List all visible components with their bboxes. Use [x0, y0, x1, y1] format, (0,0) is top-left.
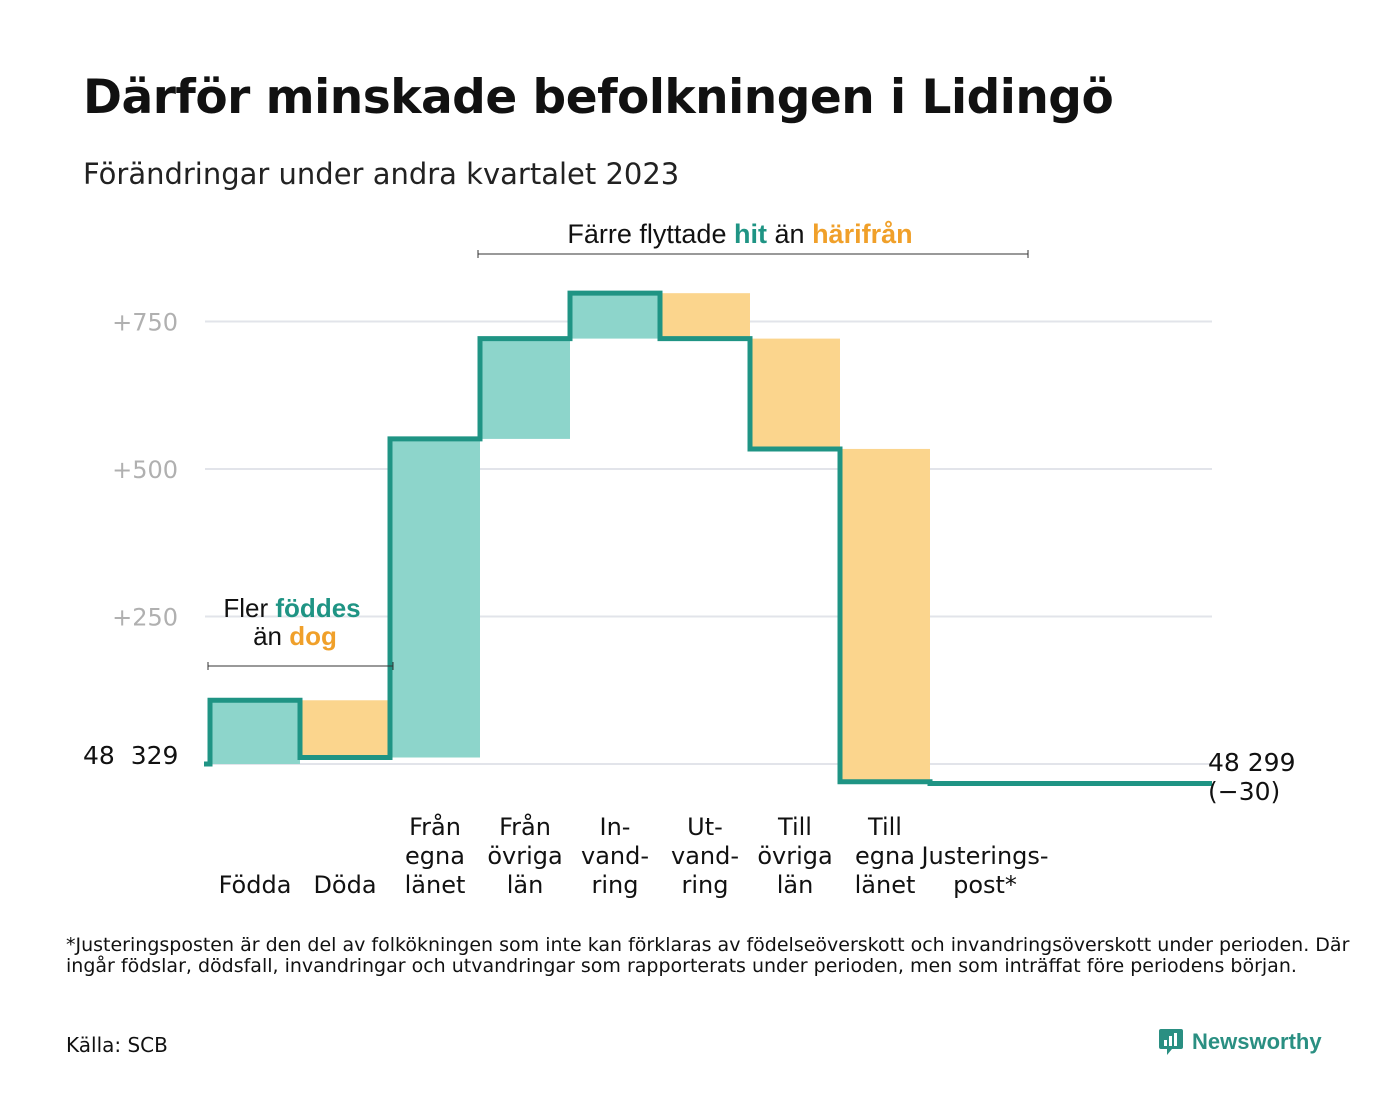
category-label: Döda — [313, 871, 376, 899]
brand-name: Newsworthy — [1192, 1029, 1322, 1054]
category-label: Från egna länet — [405, 812, 466, 899]
newsworthy-logo-icon — [1159, 1029, 1183, 1055]
end-value-label: 48 299 — [1208, 748, 1295, 777]
chart-title: Därför minskade befolkningen i Lidingö — [83, 70, 1114, 125]
y-tick-label: +250 — [112, 604, 178, 632]
y-tick-label: +500 — [112, 456, 178, 484]
brand-logo[interactable]: Newsworthy — [1158, 1027, 1322, 1057]
moves-annotation-highlight-2: härifrån — [812, 219, 913, 249]
grid-lines — [205, 320, 1212, 765]
svg-text:Färre flyttade hit: Färre flyttade hit än härifrån — [567, 219, 912, 249]
bar — [390, 438, 480, 758]
chart-subtitle: Förändringar under andra kvartalet 2023 — [83, 157, 680, 191]
cumulative-step-line — [204, 290, 1212, 786]
bar — [660, 293, 750, 339]
category-label: Ut-vand-ring — [671, 813, 739, 899]
moves-annotation-highlight: hit — [734, 219, 767, 249]
change-value-label: (−30) — [1208, 777, 1280, 806]
y-tick-label: +750 — [112, 309, 178, 337]
moves-annotation: Färre flyttade hit än härifrån — [477, 219, 1029, 258]
births-annotation: Fler föddes än dog — [207, 593, 394, 670]
svg-text:än dog: än dog — [253, 621, 337, 651]
moves-annotation-text-2: än — [775, 219, 805, 249]
category-label: Justerings-post* — [919, 842, 1048, 899]
source-label: Källa: SCB — [66, 1033, 168, 1057]
category-label: Födda — [219, 871, 292, 899]
category-label: Från övriga län — [487, 812, 562, 899]
category-label: Till övriga län — [757, 813, 832, 899]
bar — [210, 700, 300, 764]
bar — [570, 293, 660, 339]
bar — [300, 700, 390, 758]
births-annotation-text: Fler — [223, 593, 268, 623]
bar — [840, 448, 930, 782]
waterfall-chart: +250 +500 +750 Födda Döda Från egna länet Från ö… — [83, 219, 1295, 899]
bar — [750, 338, 840, 449]
footnote: *Justeringsposten är den del av folkökni… — [66, 934, 1350, 977]
svg-text:Fler föddes: Fler föddes — [223, 593, 360, 623]
bar — [480, 338, 570, 439]
moves-annotation-text: Färre flyttade — [567, 219, 726, 249]
category-labels: Födda Döda Från egna länet Från övriga län In-va… — [219, 812, 1049, 899]
category-label: In-vand-ring — [581, 813, 649, 899]
category-label: Till egna länet — [855, 813, 916, 899]
y-tick-labels: +250 +500 +750 — [112, 309, 178, 632]
bars — [210, 293, 1020, 784]
connector-line — [204, 290, 1212, 786]
start-value-label: 48 329 — [83, 741, 178, 770]
births-annotation-highlight-2: dog — [289, 621, 337, 651]
births-annotation-highlight: föddes — [275, 593, 360, 623]
births-annotation-text-2: än — [253, 621, 282, 651]
